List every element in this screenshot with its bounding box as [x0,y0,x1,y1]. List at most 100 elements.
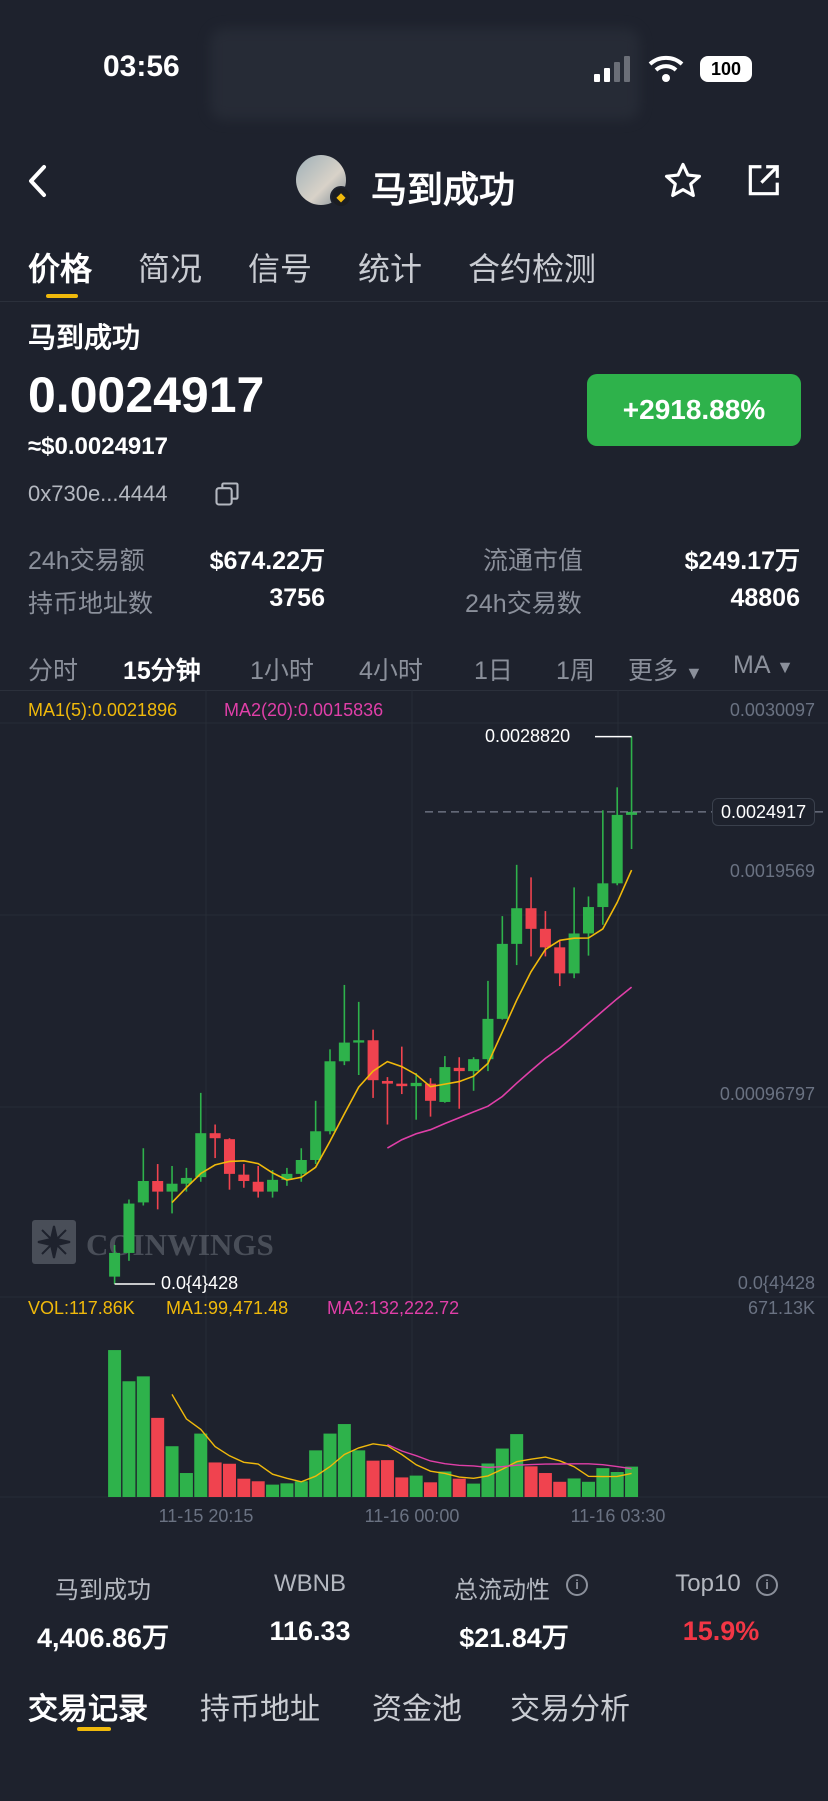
token-price: 0.0024917 [28,367,265,423]
volume-bar [122,1381,136,1497]
tab-price[interactable]: 价格 [28,251,93,287]
bnb-chain-badge-icon: ◆ [330,186,352,208]
volume-bar [151,1417,165,1497]
ma2-legend: MA2(20):0.0015836 [224,700,384,720]
tab-contract-check[interactable]: 合约检测 [468,251,597,287]
stat-label-holders: 持币地址数 [28,590,154,618]
timeframe-4h[interactable]: 4小时 [359,657,423,685]
candle-body [396,1083,408,1087]
candle-body [238,1174,250,1182]
stat-label-24h-volume: 24h交易额 [28,547,145,575]
dropdown-triangle-icon: ▼ [684,663,703,683]
share-icon[interactable] [744,162,782,200]
candlestick-chart[interactable]: COINWINGS [0,690,828,1540]
status-time: 03:56 [103,50,180,83]
candle-body [626,811,638,815]
volume-bar [208,1462,222,1497]
volume-ma2-line [387,1443,632,1470]
volume-max-label: 671.13K [747,1298,815,1318]
volume-bar [596,1468,610,1497]
star-favorite-icon[interactable] [662,160,704,202]
volume-bar [309,1450,323,1497]
candle-body [410,1082,422,1087]
summary-label-token: 马到成功 [55,1577,151,1604]
volume-bar [194,1433,208,1497]
ma1-line [171,869,633,1204]
volume-bar [424,1482,438,1497]
candle-body [554,947,566,974]
candle-body [123,1203,135,1253]
y-tick-label: 0.0019569 [729,861,815,881]
divider [0,690,828,691]
timeframe-1h[interactable]: 1小时 [250,657,314,685]
volume-bar [438,1471,452,1497]
active-tab-indicator [46,294,78,298]
volume-bar [610,1471,624,1497]
timeframe-15m[interactable]: 15分钟 [123,657,201,685]
summary-value-token: 4,406.86万 [36,1623,170,1653]
volume-bar [481,1463,495,1497]
volume-bar [467,1483,481,1497]
candle-body [496,943,508,1019]
candle-body [525,908,537,929]
dropdown-triangle-icon: ▼ [776,657,794,677]
stat-label-24h-trades: 24h交易数 [465,590,582,618]
copy-icon[interactable] [213,480,241,508]
current-price-tag: 0.0024917 [712,798,816,826]
tab-trades[interactable]: 交易记录 [28,1693,148,1726]
info-icon[interactable]: i [756,1574,778,1596]
candle-body [109,1252,121,1277]
candle-body [338,1042,350,1062]
candle-body [137,1181,149,1203]
tab-statistics[interactable]: 统计 [358,251,423,287]
candle-body [453,1067,465,1072]
indicator-ma-dropdown[interactable]: MA ▼ [733,651,794,680]
summary-label-top10: Top10 [675,1570,741,1597]
volume-bar [625,1466,639,1497]
timeframe-tick[interactable]: 分时 [28,657,79,685]
tab-overview[interactable]: 简况 [138,251,203,287]
candle-body [267,1179,279,1192]
candle-body [324,1061,336,1132]
tab-signals[interactable]: 信号 [248,251,313,287]
volume-bar [179,1473,193,1497]
volume-bar [237,1478,251,1497]
volume-ma2-legend: MA2:132,222.72 [327,1298,460,1318]
x-tick-label: 11-16 03:30 [570,1506,666,1526]
page-title: 马到成功 [371,169,516,210]
summary-value-liquidity: $21.84万 [459,1623,569,1653]
high-price-label: 0.0028820 [485,726,571,746]
divider [0,301,828,302]
candle-body [295,1159,307,1174]
info-icon[interactable]: i [566,1574,588,1596]
volume-ma1-legend: MA1:99,471.48 [166,1298,289,1318]
candle-body [281,1173,293,1180]
tab-trade-analysis[interactable]: 交易分析 [510,1693,630,1726]
volume-ma1-line [171,1394,632,1483]
timeframe-1w[interactable]: 1周 [556,657,595,685]
candle-body [582,907,594,934]
candle-body [310,1131,322,1160]
stat-value-24h-trades: 48806 [730,584,800,612]
timeframe-1d[interactable]: 1日 [474,657,513,685]
tab-pool[interactable]: 资金池 [372,1693,462,1726]
candle-body [568,933,580,974]
token-name: 马到成功 [28,322,141,353]
candle-body [367,1040,379,1081]
volume-bar [266,1484,280,1497]
volume-bar [165,1446,179,1497]
ma-label: MA [733,651,770,679]
volume-bar [366,1460,380,1497]
volume-bar [524,1466,538,1497]
timeframe-more[interactable]: 更多 ▼ [628,651,703,687]
volume-bar [323,1433,337,1497]
candle-body [152,1181,164,1192]
summary-label-liquidity: 总流动性 [454,1577,550,1604]
stat-value-24h-volume: $674.22万 [209,547,325,575]
active-bottom-tab-indicator [77,1727,111,1731]
battery-indicator: 100 [700,56,752,82]
back-chevron-icon[interactable] [26,164,50,198]
tab-holders[interactable]: 持币地址 [200,1693,320,1726]
candle-body [482,1018,494,1060]
candle-body [611,814,623,884]
